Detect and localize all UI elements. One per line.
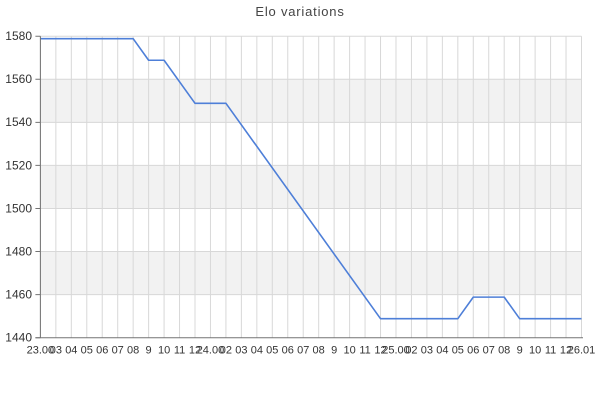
- svg-text:1520: 1520: [5, 158, 32, 172]
- svg-text:1440: 1440: [5, 331, 32, 345]
- svg-text:02: 02: [405, 345, 417, 357]
- svg-text:1500: 1500: [5, 201, 32, 215]
- svg-text:9: 9: [517, 345, 523, 357]
- svg-text:25.00: 25.00: [382, 345, 410, 357]
- svg-text:1480: 1480: [5, 245, 32, 259]
- svg-text:03: 03: [235, 345, 247, 357]
- svg-text:04: 04: [251, 345, 263, 357]
- svg-text:10: 10: [158, 345, 170, 357]
- svg-text:1580: 1580: [5, 29, 32, 43]
- svg-text:08: 08: [498, 345, 510, 357]
- svg-text:26.01: 26.01: [568, 345, 596, 357]
- svg-text:23.00: 23.00: [27, 345, 55, 357]
- svg-text:10: 10: [529, 345, 541, 357]
- svg-text:11: 11: [359, 345, 370, 357]
- svg-text:05: 05: [452, 345, 464, 357]
- svg-text:02: 02: [220, 345, 232, 357]
- svg-text:05: 05: [81, 345, 93, 357]
- svg-text:9: 9: [146, 345, 152, 357]
- svg-text:12: 12: [189, 345, 201, 357]
- svg-text:06: 06: [467, 345, 479, 357]
- svg-text:06: 06: [96, 345, 108, 357]
- svg-text:10: 10: [343, 345, 355, 357]
- svg-text:08: 08: [313, 345, 325, 357]
- svg-text:04: 04: [436, 345, 448, 357]
- svg-text:11: 11: [545, 345, 556, 357]
- svg-text:1460: 1460: [5, 288, 32, 302]
- svg-text:07: 07: [112, 345, 124, 357]
- svg-text:Elo variations: Elo variations: [255, 4, 344, 19]
- svg-text:9: 9: [331, 345, 337, 357]
- svg-text:24.00: 24.00: [197, 345, 225, 357]
- svg-text:12: 12: [374, 345, 386, 357]
- svg-text:03: 03: [421, 345, 433, 357]
- svg-text:03: 03: [50, 345, 62, 357]
- svg-text:07: 07: [483, 345, 495, 357]
- svg-text:11: 11: [174, 345, 185, 357]
- svg-text:04: 04: [65, 345, 77, 357]
- svg-text:07: 07: [297, 345, 309, 357]
- svg-text:1540: 1540: [5, 115, 32, 129]
- svg-text:05: 05: [266, 345, 278, 357]
- svg-text:08: 08: [127, 345, 139, 357]
- svg-text:12: 12: [560, 345, 572, 357]
- svg-text:1560: 1560: [5, 72, 32, 86]
- svg-text:06: 06: [282, 345, 294, 357]
